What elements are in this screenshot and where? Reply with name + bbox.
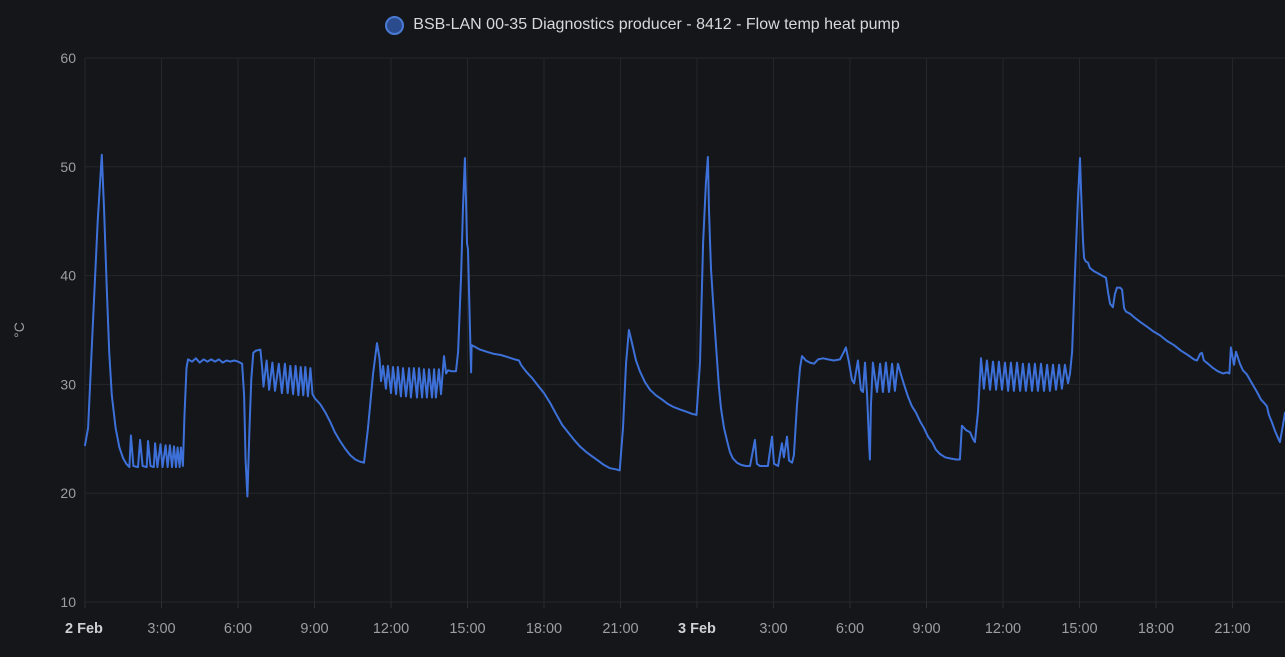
x-time-label: 3:00 <box>759 621 787 637</box>
x-time-label: 15:00 <box>1061 621 1097 637</box>
legend: BSB-LAN 00-35 Diagnostics producer - 841… <box>0 12 1285 38</box>
y-tick-label: 50 <box>60 159 76 175</box>
x-time-label: 9:00 <box>300 621 328 637</box>
y-axis-unit-label: °C <box>11 322 27 338</box>
x-time-label: 12:00 <box>373 621 409 637</box>
axis-tick-marks <box>84 602 1233 608</box>
y-tick-label: 20 <box>60 485 76 501</box>
x-time-label: 12:00 <box>985 621 1021 637</box>
x-time-label: 18:00 <box>1138 621 1174 637</box>
x-time-label: 21:00 <box>1214 621 1250 637</box>
axis-labels: 10 20 30 40 50 60 2 Feb 3:00 6:00 9:00 12:00 15:00 1… <box>11 50 1251 637</box>
x-time-label: 6:00 <box>836 621 864 637</box>
x-date-label: 3 Feb <box>678 621 716 637</box>
x-time-label: 15:00 <box>449 621 485 637</box>
y-tick-label: 40 <box>60 268 76 284</box>
series-color-dot-icon <box>385 15 405 35</box>
y-tick-label: 30 <box>60 376 76 392</box>
series-line <box>84 153 1285 498</box>
y-tick-label: 60 <box>60 50 76 66</box>
series-legend-label: BSB-LAN 00-35 Diagnostics producer - 841… <box>413 16 900 33</box>
x-date-label: 2 Feb <box>65 621 103 637</box>
legend-item[interactable]: BSB-LAN 00-35 Diagnostics producer - 841… <box>385 12 900 38</box>
x-time-label: 18:00 <box>526 621 562 637</box>
x-time-label: 3:00 <box>147 621 175 637</box>
x-time-label: 9:00 <box>912 621 940 637</box>
y-tick-label: 10 <box>60 594 76 610</box>
gridlines <box>84 57 1285 603</box>
x-time-label: 21:00 <box>602 621 638 637</box>
x-time-label: 6:00 <box>224 621 252 637</box>
